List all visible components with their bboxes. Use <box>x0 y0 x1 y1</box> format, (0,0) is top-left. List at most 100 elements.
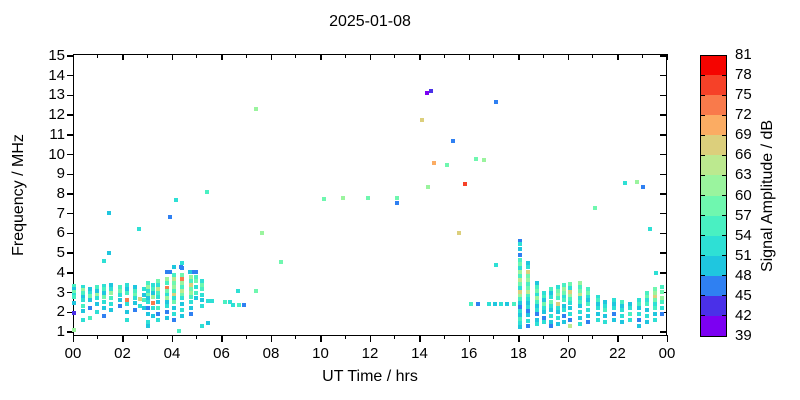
data-point <box>426 185 431 190</box>
data-point <box>526 273 531 278</box>
data-point <box>535 322 540 327</box>
data-point <box>106 210 111 215</box>
data-point <box>125 318 130 323</box>
data-point <box>172 284 177 289</box>
y-axis-tick <box>67 272 74 274</box>
colorbar-tick-left <box>701 174 705 176</box>
data-point <box>652 286 657 291</box>
data-point <box>228 300 233 305</box>
data-point <box>505 302 510 307</box>
data-point <box>620 304 625 309</box>
data-point <box>151 301 156 306</box>
data-point <box>620 308 625 313</box>
x-axis-minor-tick-top <box>443 54 445 58</box>
colorbar-tick-label: 60 <box>735 186 752 204</box>
data-point <box>241 303 246 308</box>
data-point <box>660 300 665 305</box>
data-point <box>172 306 177 311</box>
data-point <box>80 290 85 295</box>
data-point <box>652 302 657 307</box>
data-point <box>193 284 198 289</box>
data-point <box>603 314 608 319</box>
data-point <box>179 280 184 285</box>
data-point <box>603 320 608 325</box>
x-axis-major-tick <box>320 335 322 342</box>
data-point <box>535 312 540 317</box>
data-point <box>165 288 170 293</box>
data-point <box>652 294 657 299</box>
data-point <box>542 306 547 311</box>
data-point <box>526 309 531 314</box>
data-point <box>151 290 156 295</box>
x-axis-major-tick-top <box>171 54 173 60</box>
data-point <box>526 269 531 274</box>
data-point <box>526 301 531 306</box>
y-axis-tick <box>67 114 74 116</box>
colorbar-tick-right <box>722 114 726 116</box>
data-point <box>88 290 93 295</box>
x-axis-major-tick-top <box>666 54 668 60</box>
data-point <box>132 308 137 313</box>
data-point <box>450 138 455 143</box>
colorbar-tick-left <box>701 295 705 297</box>
data-point <box>88 286 93 291</box>
x-axis-tick-label: 14 <box>411 345 428 362</box>
y-axis-tick <box>67 153 74 156</box>
data-point <box>199 286 204 291</box>
colorbar-tick-label: 69 <box>735 126 752 144</box>
data-point <box>193 290 198 295</box>
y-axis-tick-label: 1 <box>56 322 65 340</box>
y-axis-tick-label: 2 <box>56 303 65 321</box>
data-point <box>526 313 531 318</box>
data-point <box>172 264 177 269</box>
data-point <box>168 269 173 274</box>
colorbar-band <box>700 175 727 196</box>
data-point <box>101 259 106 264</box>
data-point <box>253 107 258 112</box>
data-point <box>156 290 161 295</box>
data-point <box>199 298 204 303</box>
data-point <box>101 314 106 319</box>
data-point <box>636 302 641 307</box>
colorbar-tick-label: 63 <box>735 166 752 184</box>
data-point <box>193 269 198 274</box>
data-point <box>556 288 561 293</box>
data-point <box>151 282 156 287</box>
x-axis-minor-tick <box>443 335 445 339</box>
data-point <box>118 304 123 309</box>
data-point <box>568 293 573 298</box>
data-point <box>517 297 522 302</box>
y-axis-tick-right <box>660 55 666 57</box>
colorbar-tick-right <box>722 235 726 237</box>
data-point <box>548 324 553 329</box>
data-point <box>165 269 170 274</box>
data-point <box>568 301 573 306</box>
data-point <box>165 296 170 301</box>
data-point <box>179 272 184 277</box>
data-point <box>526 260 531 265</box>
data-point <box>652 298 657 303</box>
data-point <box>556 316 561 321</box>
data-point <box>395 195 400 200</box>
colorbar-tick-right <box>722 74 726 76</box>
data-point <box>188 300 193 305</box>
data-point <box>585 286 590 291</box>
data-point <box>118 288 123 293</box>
data-point <box>88 316 93 321</box>
data-point <box>526 264 531 269</box>
y-axis-tick-label: 7 <box>56 204 65 222</box>
y-axis-tick-right <box>660 232 666 235</box>
data-point <box>517 313 522 318</box>
data-point <box>132 301 137 306</box>
data-point <box>146 320 151 325</box>
data-point <box>146 280 151 285</box>
data-point <box>526 297 531 302</box>
x-axis-major-tick <box>369 335 371 342</box>
x-axis-tick-label: 12 <box>361 345 379 362</box>
data-point <box>137 227 142 232</box>
colorbar-tick-label: 48 <box>735 266 752 284</box>
data-point <box>132 292 137 297</box>
data-point <box>542 294 547 299</box>
data-point <box>517 265 522 270</box>
